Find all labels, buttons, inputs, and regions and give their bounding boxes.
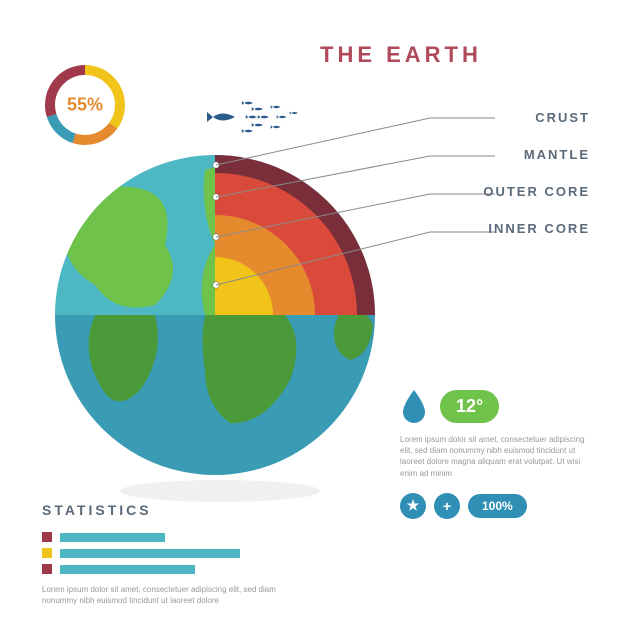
donut-chart: 55% — [40, 60, 130, 150]
info-description: Lorem ipsum dolor sit amet, consectetuer… — [400, 434, 590, 479]
temperature-badge: 12° — [440, 390, 499, 423]
stat-bar-marker — [42, 532, 52, 542]
layer-text: OUTER CORE — [380, 184, 590, 199]
earth-globe — [55, 155, 375, 475]
layer-labels: CRUST MANTLE OUTER CORE INNER CORE — [380, 110, 590, 258]
info-icon-row: ★ +100% — [400, 493, 590, 519]
layer-label-outer-core: OUTER CORE — [380, 184, 590, 199]
layer-label-crust: CRUST — [380, 110, 590, 125]
stat-bar-marker — [42, 548, 52, 558]
layer-label-mantle: MANTLE — [380, 147, 590, 162]
stat-bar-marker — [42, 564, 52, 574]
earth-shadow — [120, 480, 320, 502]
stat-bar-row — [42, 548, 302, 558]
fish-school-icon — [205, 95, 315, 140]
stat-bar — [60, 533, 165, 542]
statistics-title: STATISTICS — [42, 502, 302, 518]
statistics-block: STATISTICS Lorem ipsum dolor sit amet, c… — [42, 502, 302, 606]
plus-icon: + — [434, 493, 460, 519]
layer-text: INNER CORE — [380, 221, 590, 236]
layer-text: CRUST — [380, 110, 590, 125]
star-icon: ★ — [400, 493, 426, 519]
stat-bar — [60, 565, 195, 574]
statistics-description: Lorem ipsum dolor sit amet, consectetuer… — [42, 584, 302, 606]
page-title: THE EARTH — [320, 42, 482, 68]
water-drop-icon — [400, 388, 428, 424]
percent-badge: 100% — [468, 494, 527, 518]
layer-text: MANTLE — [380, 147, 590, 162]
info-panel: 12° Lorem ipsum dolor sit amet, consecte… — [400, 388, 590, 519]
layer-label-inner-core: INNER CORE — [380, 221, 590, 236]
stat-bar-row — [42, 564, 302, 574]
stat-bar — [60, 549, 240, 558]
donut-percent-label: 55% — [67, 95, 103, 116]
stat-bar-row — [42, 532, 302, 542]
